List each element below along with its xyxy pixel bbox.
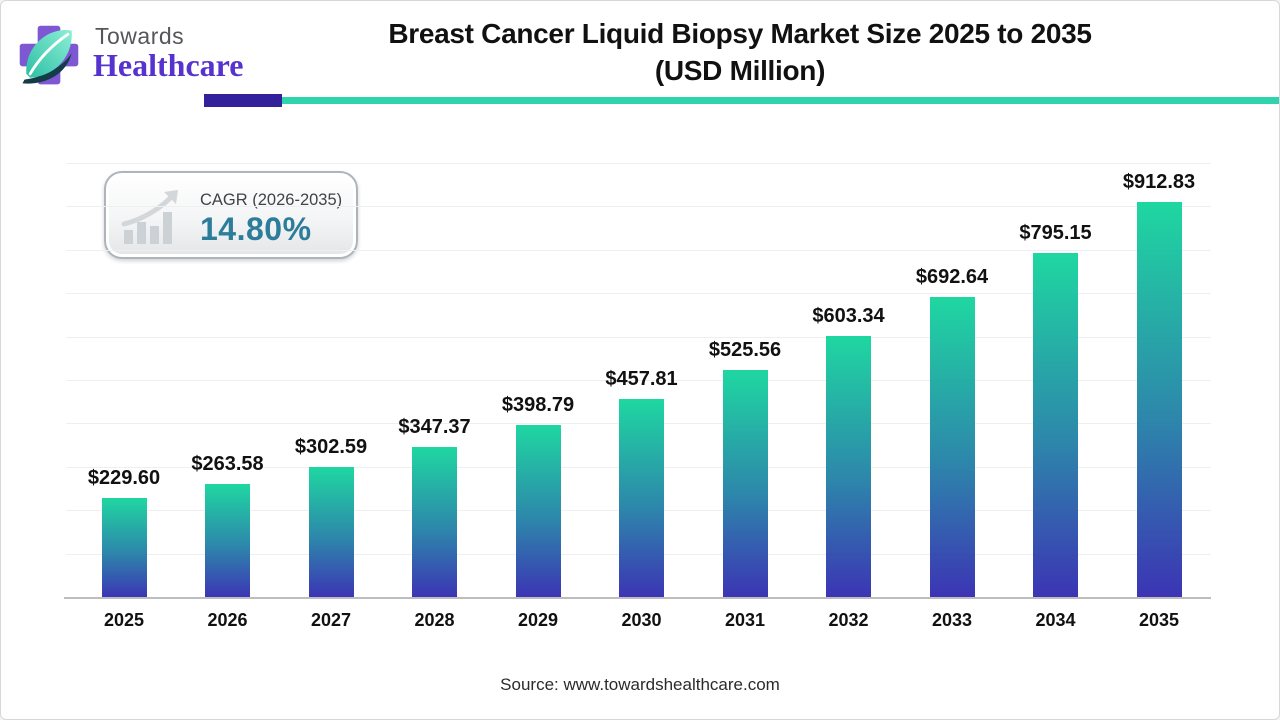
bar-2032 xyxy=(826,336,871,598)
bar-value-label: $603.34 xyxy=(812,305,885,328)
gridline xyxy=(66,293,1211,295)
x-axis-label: 2031 xyxy=(724,610,766,630)
bar-value-label: $347.37 xyxy=(398,416,471,439)
x-axis-label: 2025 xyxy=(103,610,145,630)
header-underline-purple xyxy=(204,94,282,107)
x-axis-label: 2032 xyxy=(828,610,869,630)
bar-chart-plot-area: $229.60 $263.58 $302.59 $347.37 $398.79 $457.… xyxy=(66,163,1211,598)
source-attribution: Source: www.towardshealthcare.com xyxy=(500,675,780,694)
x-axis-label: 2028 xyxy=(414,610,455,630)
bar-value-label: $692.64 xyxy=(915,266,989,289)
bar-2030 xyxy=(619,399,664,598)
cagr-label: CAGR (2026-2035) xyxy=(200,191,343,209)
bar-value-label: $912.83 xyxy=(1122,170,1196,193)
bar-value-label: $229.60 xyxy=(87,467,161,490)
bar-2034 xyxy=(1033,252,1078,598)
bar-2027 xyxy=(308,466,354,598)
brand-name-bottom: Healthcare xyxy=(93,47,244,83)
bar-2031 xyxy=(722,369,768,598)
brand-name-top: Towards xyxy=(95,23,185,49)
x-axis-label: 2030 xyxy=(621,610,662,630)
gridline xyxy=(66,380,1211,381)
cross-leaf-logo-icon xyxy=(19,25,79,85)
gridline xyxy=(66,249,1211,251)
bar-value-label: $302.59 xyxy=(294,435,368,458)
bar-value-label: $525.56 xyxy=(708,338,782,361)
brand-logo: Towards Healthcare xyxy=(13,17,313,95)
bar-2025 xyxy=(101,498,147,598)
bar-2026 xyxy=(205,483,250,598)
gridline xyxy=(66,336,1211,338)
header-underline-teal xyxy=(282,97,1279,104)
cagr-badge: CAGR (2026-2035) 14.80% xyxy=(104,171,358,259)
bar-value-label: $398.79 xyxy=(501,393,575,416)
cagr-value: 14.80% xyxy=(200,211,312,247)
bar-value-label: $263.58 xyxy=(191,452,264,475)
x-axis-label: 2029 xyxy=(517,610,559,630)
bar-2035 xyxy=(1136,201,1182,598)
x-axis-label: 2033 xyxy=(931,610,973,630)
bar-2029 xyxy=(515,424,561,598)
page-title: Breast Cancer Liquid Biopsy Market Size … xyxy=(211,15,1269,89)
x-axis-label: 2035 xyxy=(1138,610,1180,630)
title-line1: Breast Cancer Liquid Biopsy Market Size … xyxy=(388,18,1092,49)
bar-value-label: $795.15 xyxy=(1019,221,1092,244)
x-axis-line xyxy=(64,597,1211,599)
gridline xyxy=(66,163,1211,164)
x-axis-label: 2034 xyxy=(1035,610,1076,630)
bar-2028 xyxy=(412,447,457,598)
x-axis-label: 2026 xyxy=(207,610,248,630)
gridline xyxy=(66,206,1211,208)
title-line2: (USD Million) xyxy=(654,55,826,86)
x-axis-label: 2027 xyxy=(310,610,352,630)
bar-value-label: $457.81 xyxy=(605,368,678,391)
bar-growth-icon xyxy=(121,190,178,244)
bar-2033 xyxy=(929,297,975,598)
